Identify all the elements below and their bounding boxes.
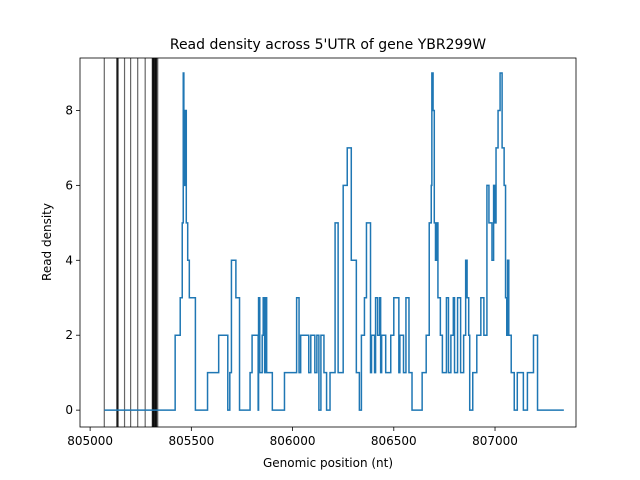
y-tick-label-0: 0 xyxy=(65,403,73,417)
x-tick-label-1: 805500 xyxy=(168,434,214,448)
series-group xyxy=(104,72,564,411)
y-axis-ticks: 0 2 4 6 8 xyxy=(65,103,80,417)
series-line-0 xyxy=(104,72,564,411)
vertical-lines xyxy=(103,58,159,427)
x-axis-label: Genomic position (nt) xyxy=(263,456,393,470)
plot-frame xyxy=(79,57,577,428)
y-axis-label: Read density xyxy=(40,203,54,281)
y-tick-label-3: 6 xyxy=(65,178,73,192)
x-tick-label-0: 805000 xyxy=(67,434,113,448)
x-axis-ticks: 805000 805500 806000 806500 807000 xyxy=(67,427,518,448)
y-tick-label-4: 8 xyxy=(65,103,73,117)
chart-title: Read density across 5'UTR of gene YBR299… xyxy=(170,37,486,53)
x-tick-label-3: 806500 xyxy=(371,434,417,448)
x-tick-label-4: 807000 xyxy=(472,434,518,448)
y-tick-label-2: 4 xyxy=(65,253,73,267)
y-tick-label-1: 2 xyxy=(65,328,73,342)
x-tick-label-2: 806000 xyxy=(270,434,316,448)
